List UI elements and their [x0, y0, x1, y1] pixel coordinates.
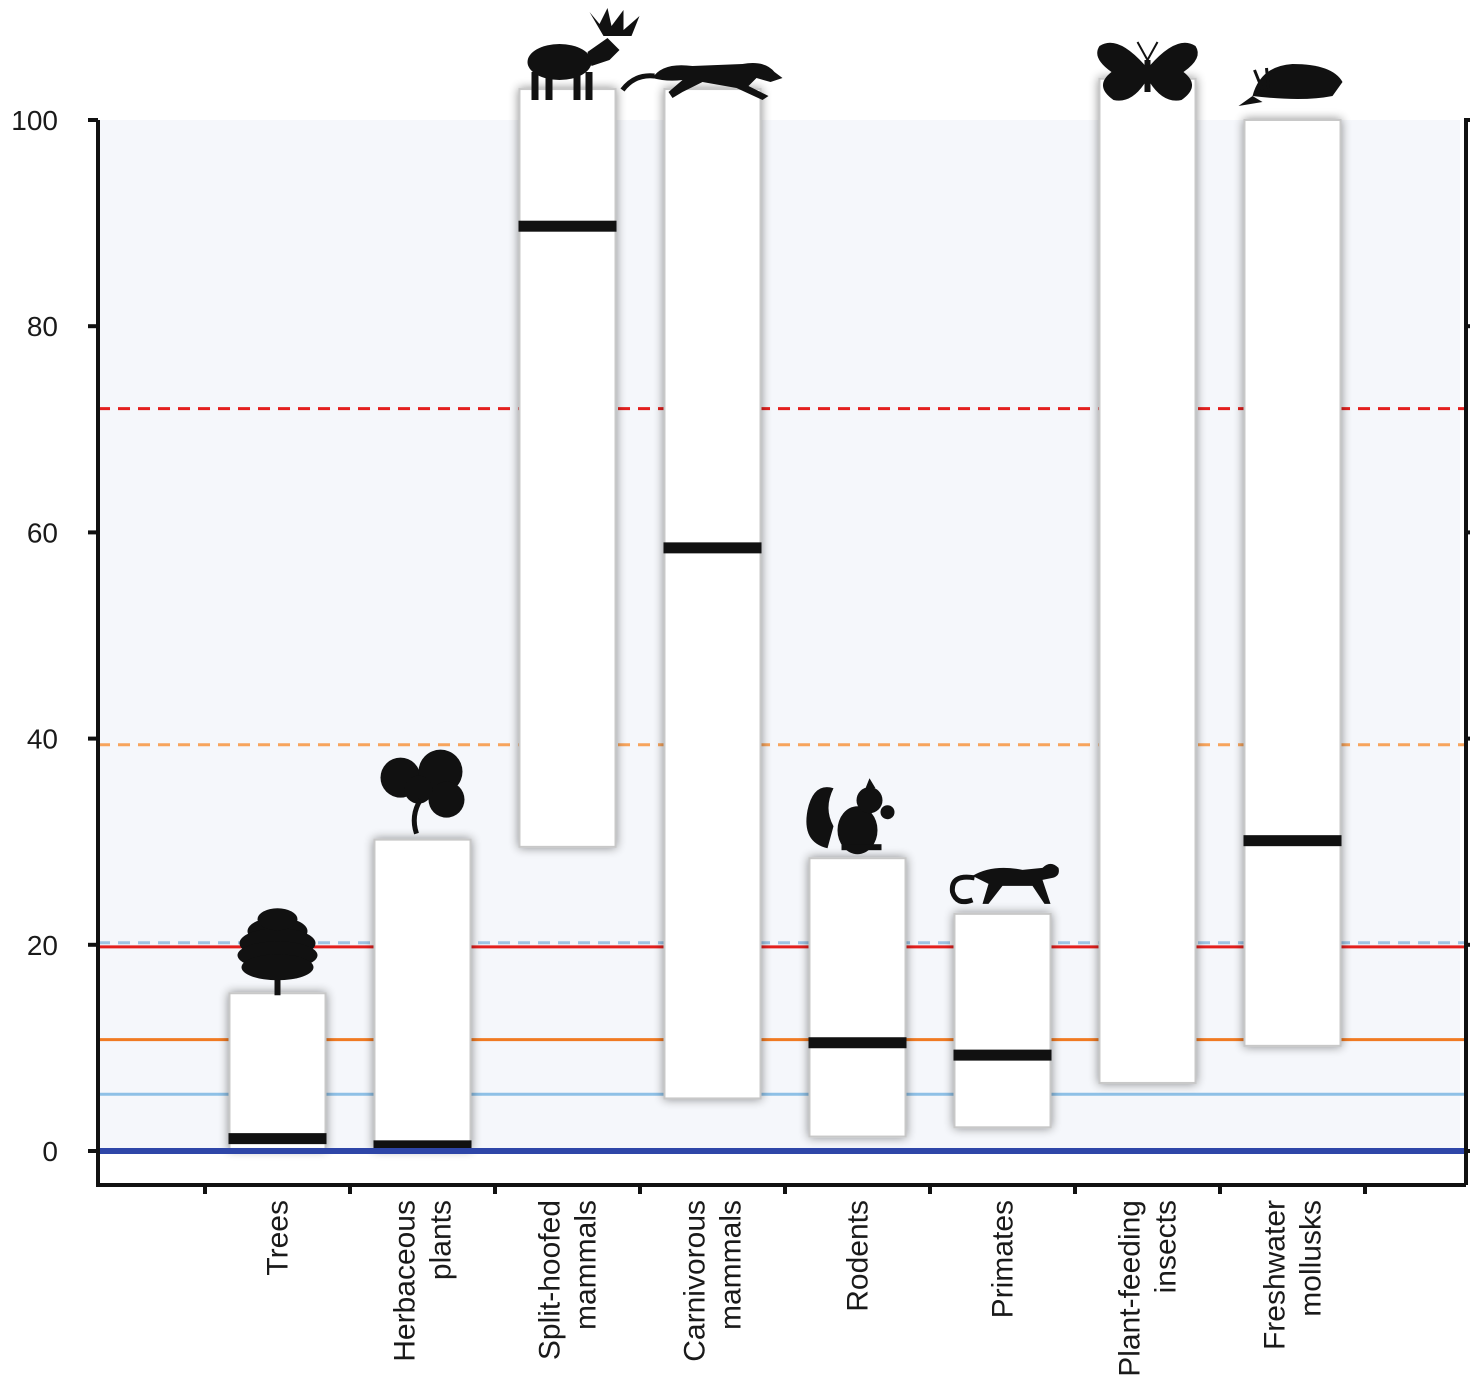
range-box-1 — [375, 840, 471, 1149]
butterfly-icon — [1097, 42, 1198, 101]
y-tick-label-3: 60 — [27, 517, 58, 548]
y-tick-label-1: 20 — [27, 930, 58, 961]
category-label-1-1: plants — [425, 1200, 458, 1280]
range-box-5 — [955, 914, 1051, 1127]
range-box-3 — [665, 89, 761, 1098]
category-label-7-0: Freshwater — [1259, 1200, 1292, 1350]
category-label-1-0: Herbaceous — [389, 1200, 422, 1362]
range-box-2 — [520, 89, 616, 847]
category-label-3-1: mammals — [715, 1200, 748, 1330]
category-label-3-0: Carnivorous — [679, 1200, 712, 1362]
range-box-4 — [810, 858, 906, 1136]
category-label-0-0: Trees — [262, 1200, 295, 1276]
snail-icon — [1239, 64, 1343, 106]
y-tick-label-5: 100 — [11, 105, 58, 136]
y-tick-label-4: 80 — [27, 311, 58, 342]
median-bar-3 — [664, 542, 762, 553]
category-label-5-0: Primates — [987, 1200, 1020, 1318]
median-bar-5 — [954, 1050, 1052, 1061]
y-tick-label-0: 0 — [42, 1136, 58, 1167]
range-box-6 — [1100, 79, 1196, 1083]
category-label-2-1: mammals — [570, 1200, 603, 1330]
category-label-4-0: Rodents — [842, 1200, 875, 1312]
x-axis-labels: Trees Herbaceous plants Split-hoofed mammals… — [262, 1200, 1328, 1377]
category-label-6-0: Plant-feeding — [1114, 1200, 1147, 1377]
category-label-2-0: Split-hoofed — [534, 1200, 567, 1360]
range-box-7 — [1245, 120, 1341, 1046]
median-bar-4 — [809, 1037, 907, 1048]
median-bar-7 — [1244, 835, 1342, 846]
category-label-6-1: insects — [1150, 1200, 1183, 1293]
y-tick-label-2: 40 — [27, 724, 58, 755]
category-label-7-1: mollusks — [1295, 1200, 1328, 1317]
median-bar-0 — [229, 1133, 327, 1144]
median-bar-2 — [519, 221, 617, 232]
range-box-0 — [230, 993, 326, 1149]
